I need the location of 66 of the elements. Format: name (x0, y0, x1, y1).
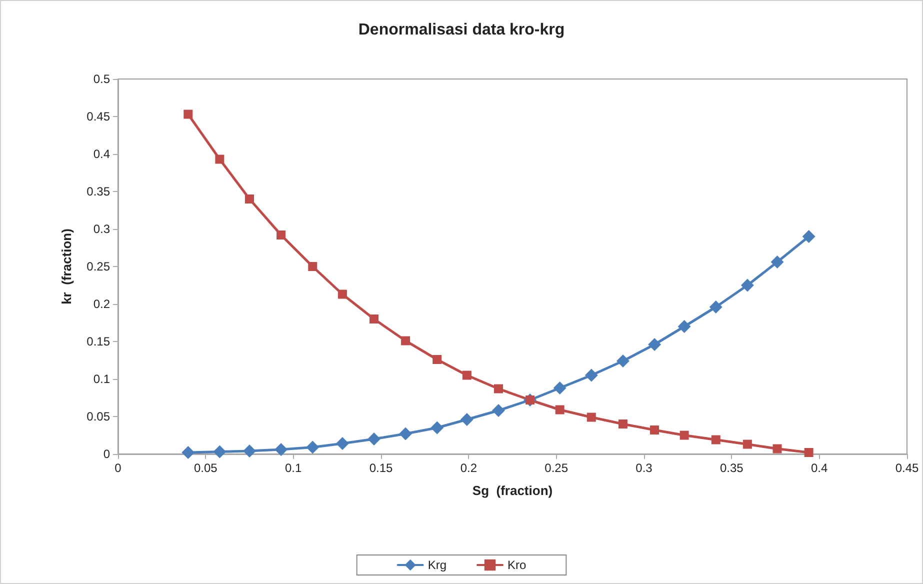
point (618, 420, 628, 428)
point (804, 448, 814, 457)
y-tick-label: 0 (103, 447, 110, 461)
y-tick-label: 0.15 (86, 334, 110, 348)
point (274, 443, 288, 456)
chart-title: Denormalisasi data kro-krg (358, 22, 565, 38)
point (678, 320, 691, 333)
point (648, 338, 662, 351)
point (586, 412, 596, 422)
point (709, 300, 722, 314)
point (245, 194, 254, 204)
x-tick-label: 0 (114, 461, 122, 475)
point (616, 354, 630, 368)
point (401, 336, 410, 346)
y-tick-label: 0.2 (93, 297, 110, 311)
legend-label: Kro (508, 558, 526, 572)
y-tick-label: 0.45 (86, 110, 110, 124)
y-axis-title: kr (fraction) (59, 228, 74, 304)
point (711, 435, 720, 444)
y-tick-label: 0.4 (93, 147, 110, 161)
y-tick-label: 0.05 (86, 410, 110, 424)
x-tick-label: 0.15 (369, 461, 393, 475)
point (213, 445, 226, 458)
x-tick-label: 0.3 (636, 461, 653, 475)
x-tick-label: 0.35 (720, 461, 744, 475)
point (770, 256, 784, 268)
point (432, 355, 442, 364)
point (460, 413, 474, 426)
point (740, 278, 754, 292)
y-tick-label: 0.1 (93, 372, 110, 386)
point (555, 405, 564, 414)
x-axis-title: Sg (fraction) (472, 483, 553, 498)
point (182, 446, 195, 459)
x-tick-label: 0.25 (544, 461, 568, 475)
y-tick-label: 0.5 (93, 72, 110, 86)
point (336, 437, 349, 450)
point (584, 368, 598, 382)
x-tick-label: 0.2 (460, 461, 478, 475)
point (399, 427, 412, 440)
point (369, 314, 378, 324)
point (308, 262, 318, 271)
point (367, 432, 380, 446)
point (650, 426, 660, 434)
point (680, 430, 689, 440)
point (215, 154, 224, 164)
point (462, 370, 472, 380)
point (430, 421, 444, 434)
point (772, 444, 782, 454)
point (184, 110, 193, 119)
point (492, 404, 505, 417)
y-tick-label: 0.3 (93, 222, 110, 236)
point (494, 384, 503, 394)
point (276, 230, 286, 240)
y-tick-label: 0.25 (86, 260, 110, 274)
point (553, 382, 566, 394)
y-tick-label: 0.35 (86, 184, 110, 198)
point (243, 444, 256, 458)
point (338, 290, 347, 299)
point (802, 230, 816, 243)
point (742, 440, 752, 449)
x-tick-label: 0.45 (895, 461, 919, 475)
point (306, 440, 320, 454)
legend-label: Krg (428, 558, 447, 572)
x-tick-label: 0.05 (194, 461, 218, 475)
x-tick-label: 0.1 (284, 461, 302, 475)
x-tick-label: 0.4 (810, 461, 828, 475)
